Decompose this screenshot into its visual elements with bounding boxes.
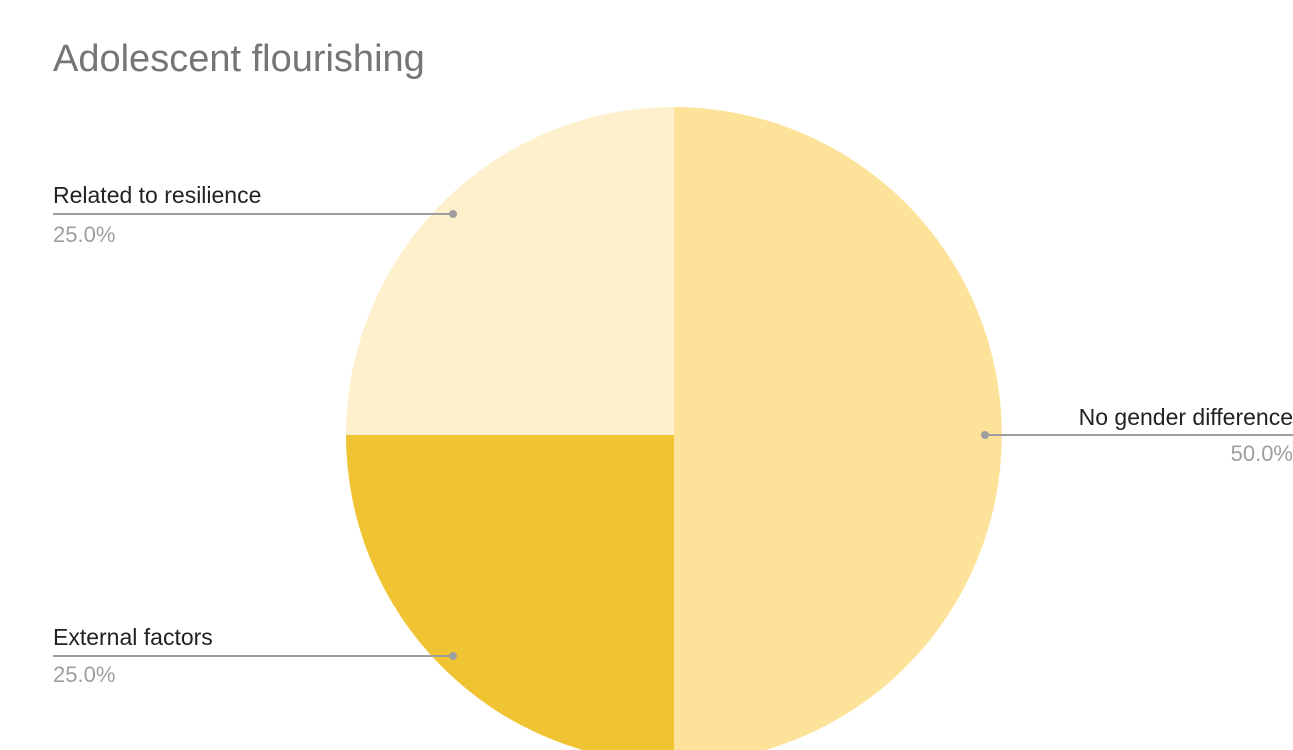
slice-label: Related to resilience bbox=[53, 182, 261, 208]
pie-slice-no-gender-difference bbox=[674, 107, 1002, 750]
slice-percent-label: 50.0% bbox=[1231, 441, 1293, 466]
pie-slices bbox=[346, 107, 1002, 750]
slice-label: No gender difference bbox=[1079, 404, 1293, 430]
leader-dot bbox=[449, 210, 457, 218]
leader-dot bbox=[449, 652, 457, 660]
pie-slice-external-factors bbox=[346, 435, 674, 750]
pie-slice-related-to-resilience bbox=[346, 107, 674, 435]
leader-dot bbox=[981, 431, 989, 439]
slice-percent-label: 25.0% bbox=[53, 662, 115, 687]
slice-percent-label: 25.0% bbox=[53, 222, 115, 247]
slice-label: External factors bbox=[53, 624, 213, 650]
slice-labels: No gender difference 50.0% External factor… bbox=[53, 182, 1293, 687]
chart-title: Adolescent flourishing bbox=[53, 38, 425, 80]
